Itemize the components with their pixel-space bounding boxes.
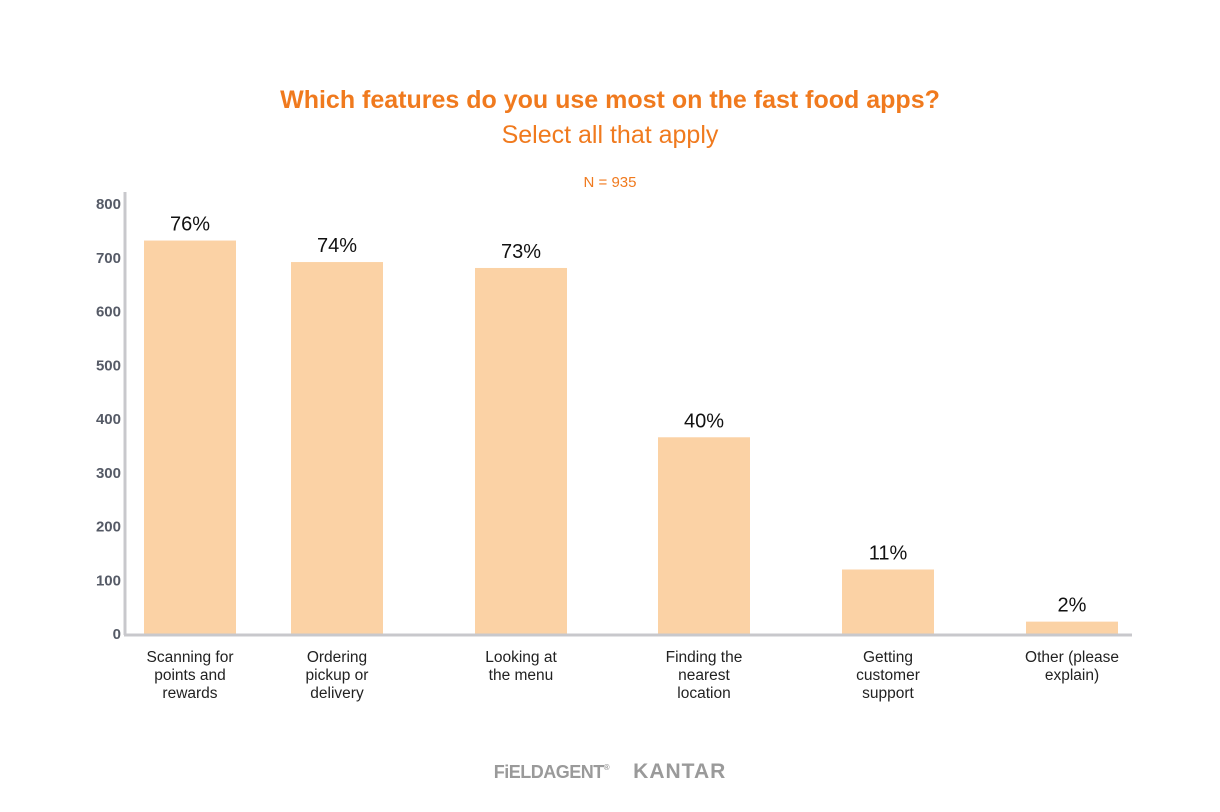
data-label: 2% — [1058, 595, 1087, 617]
category-label-line: support — [862, 685, 914, 702]
chart-subtitle: Select all that apply — [501, 121, 719, 149]
category-label-line: customer — [856, 667, 920, 684]
data-label: 74% — [317, 235, 357, 257]
category-label-line: Scanning for — [146, 649, 233, 666]
bar — [475, 267, 567, 634]
category-label-line: nearest — [678, 667, 730, 684]
category-label-line: rewards — [162, 685, 217, 702]
sample-size-note: N = 935 — [583, 174, 637, 191]
bar — [658, 437, 750, 634]
y-tick-label: 700 — [96, 250, 121, 267]
bar — [1026, 621, 1118, 634]
category-label-line: Getting — [863, 649, 913, 666]
y-tick-label: 300 — [96, 465, 121, 482]
category-label: Scanning for points and rewards — [146, 649, 233, 702]
category-label: Ordering pickup or delivery — [306, 649, 369, 702]
y-tick-label: 600 — [96, 304, 121, 321]
kantar-logo: KANTAR — [633, 760, 727, 783]
y-tick-label: 200 — [96, 519, 121, 536]
category-label: Looking at the menu — [485, 649, 557, 684]
data-label: 73% — [501, 241, 541, 263]
category-label-line: Finding the — [666, 649, 743, 666]
chart-title: Which features do you use most on the fa… — [280, 86, 940, 114]
y-tick-label: 500 — [96, 357, 121, 374]
field-agent-logo: FiELDAGENT® — [493, 761, 610, 782]
data-label: 11% — [869, 543, 908, 565]
category-label-line: pickup or — [306, 667, 369, 684]
category-label-line: explain) — [1045, 667, 1099, 684]
category-label-line: points and — [154, 667, 226, 684]
category-label-line: the menu — [489, 667, 554, 684]
category-label: Getting customer support — [856, 649, 920, 702]
category-label: Other (please explain) — [1025, 649, 1119, 684]
y-tick-label: 800 — [96, 196, 121, 213]
category-label-line: location — [677, 685, 730, 702]
bar — [144, 240, 236, 635]
footer-logos: FiELDAGENT® KANTAR — [0, 760, 1220, 784]
category-label-line: Ordering — [307, 649, 367, 666]
data-label: 76% — [170, 214, 210, 236]
bar — [842, 569, 934, 634]
y-tick-label: 100 — [96, 572, 121, 589]
category-label-line: Looking at — [485, 649, 557, 666]
y-tick-label: 0 — [113, 626, 121, 643]
category-label-line: delivery — [310, 685, 364, 702]
category-label: Finding the nearest location — [666, 649, 743, 702]
data-label: 40% — [684, 410, 724, 432]
bar — [291, 262, 383, 634]
category-label-line: Other (please — [1025, 649, 1119, 666]
y-tick-label: 400 — [96, 411, 121, 428]
